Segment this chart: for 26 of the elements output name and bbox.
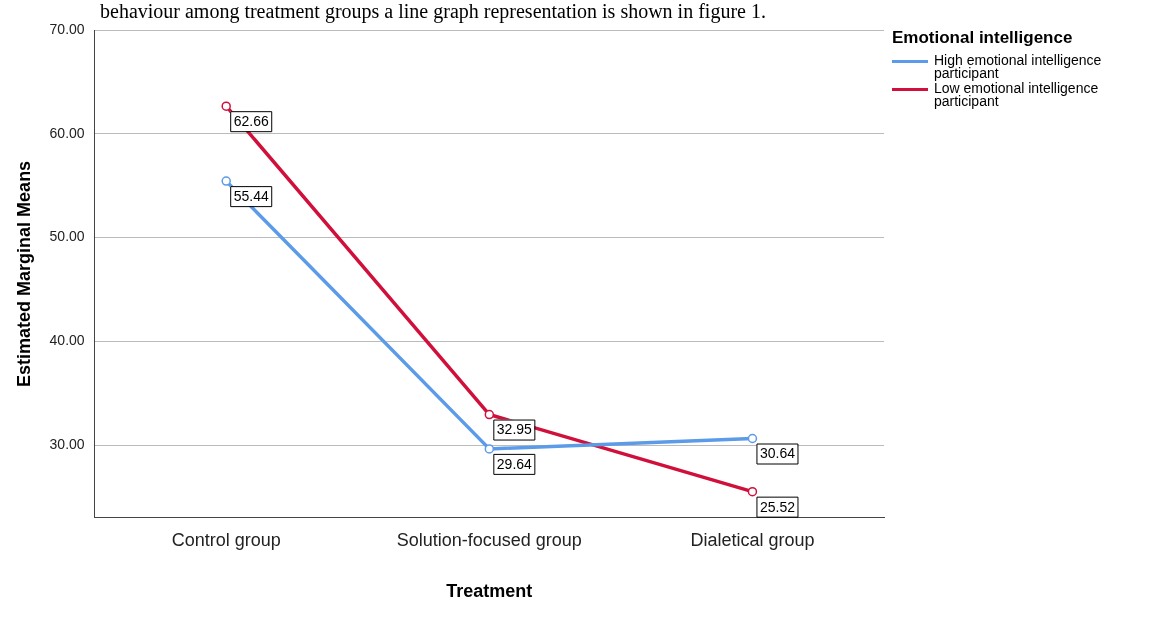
data-label: 29.64: [496, 455, 533, 472]
point: [484, 409, 495, 420]
y-tick-label: 40.00: [49, 332, 85, 349]
y-tick-label: 30.00: [49, 436, 85, 453]
point: [747, 486, 758, 497]
x-tick-label: Dialetical group: [690, 529, 815, 550]
data-label: 25.52: [759, 498, 796, 515]
y-tick-label: 60.00: [49, 124, 85, 141]
legend-title: Emotional intelligence: [892, 28, 1074, 48]
point: [484, 444, 495, 454]
point: [747, 433, 758, 444]
y-tick-label: 50.00: [49, 228, 85, 245]
x-axis-title: Treatment: [446, 581, 533, 602]
text: behaviour among treatment groups a line graph representation is shown in figure 1.: [100, 0, 766, 23]
y-tick-label: 70.00: [49, 20, 85, 37]
legend-label: Low emotional intelligence participant: [934, 80, 1100, 109]
x-tick-label: Control group: [171, 529, 281, 550]
y-axis-title: Estimated Marginal Means: [13, 160, 34, 387]
point: [221, 176, 231, 186]
data-label: 30.64: [759, 445, 796, 462]
data-label: 32.95: [496, 421, 533, 438]
point: [221, 101, 231, 111]
data-label: 55.44: [233, 187, 269, 204]
data-label: 62.66: [233, 113, 269, 130]
x-tick-label: Solution-focused group: [396, 529, 582, 550]
legend-label: High emotional intelligence participant: [934, 52, 1103, 81]
